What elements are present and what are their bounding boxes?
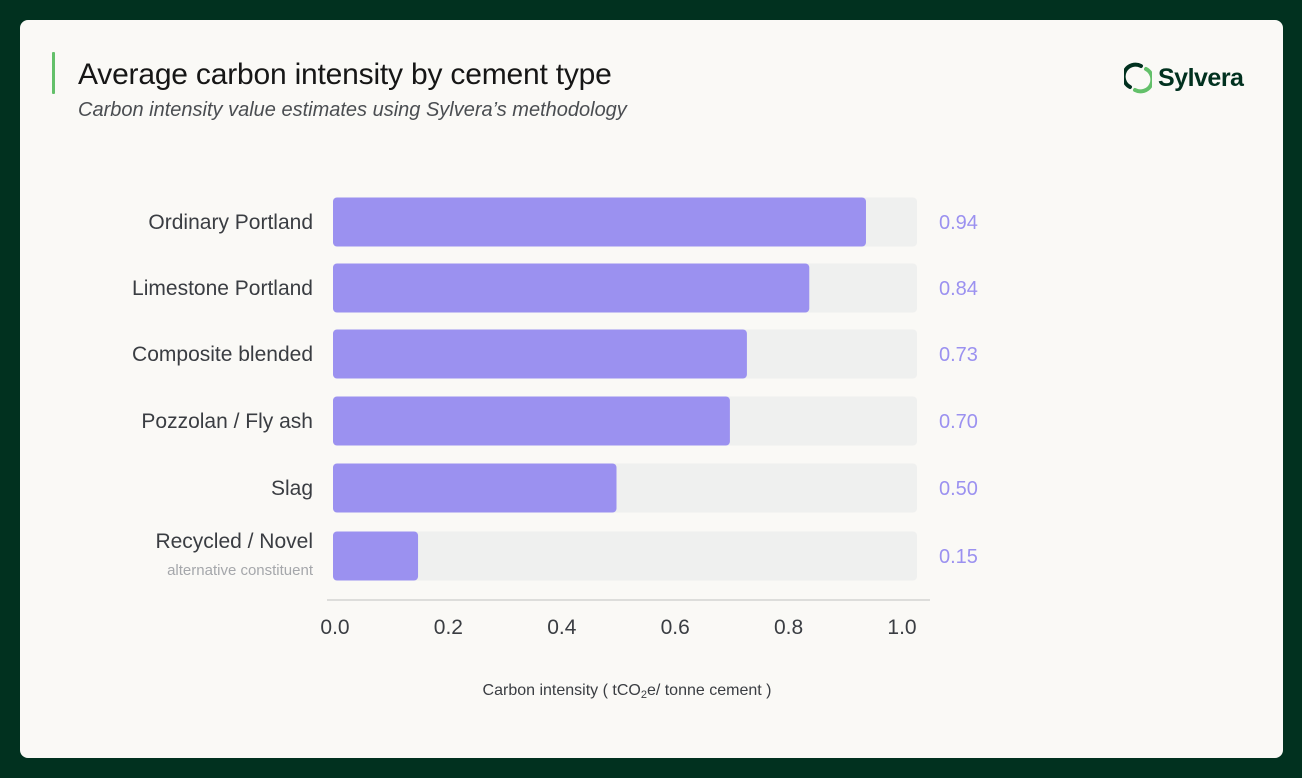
value-label: 0.94 [939,212,978,234]
chart-title: Average carbon intensity by cement type [78,58,612,91]
bar [333,263,810,313]
category-label: Pozzolan / Fly ash [141,410,313,433]
value-label: 0.15 [939,546,978,568]
category-label: Ordinary Portland [148,211,313,234]
category-label: Composite blended [132,343,313,366]
value-label: 0.50 [939,478,978,500]
bar [333,463,617,513]
sylvera-logo: Sylvera [1124,60,1244,96]
value-label: 0.73 [939,344,978,366]
logo-text: Sylvera [1158,63,1244,92]
x-tick-label: 1.0 [887,616,916,639]
x-tick-label: 0.6 [661,616,690,639]
sylvera-logo-icon [1124,62,1152,94]
bar [333,531,419,581]
bar [333,197,866,247]
x-tick-label: 0.4 [547,616,577,639]
bar-track [333,531,917,581]
x-tick-label: 0.2 [434,616,463,639]
bar [333,396,730,446]
bar [333,329,747,379]
chart-card [20,20,1283,758]
category-label: Recycled / Novel [155,530,313,553]
category-label: Slag [271,477,313,500]
x-tick-label: 0.0 [320,616,349,639]
value-label: 0.70 [939,411,978,433]
title-accent-bar [52,52,55,94]
category-label: Limestone Portland [132,277,313,300]
x-axis-title: Carbon intensity ( tCO2e/ tonne cement ) [483,682,772,701]
category-sublabel: alternative constituent [167,562,314,579]
value-label: 0.84 [939,278,978,300]
x-tick-label: 0.8 [774,616,803,639]
chart-subtitle: Carbon intensity value estimates using S… [78,99,627,121]
